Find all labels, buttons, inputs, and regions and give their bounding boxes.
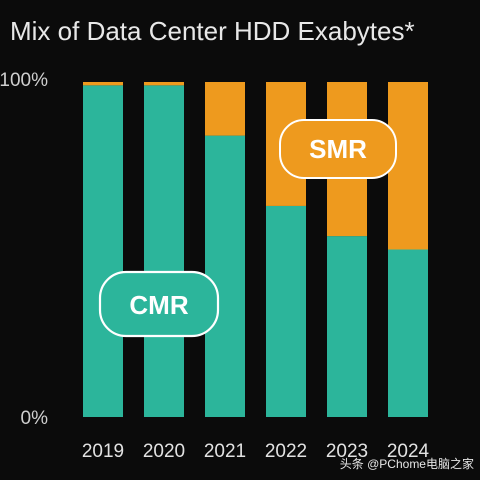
x-tick-2023: 2023: [326, 441, 368, 462]
bar-smr-2019: [83, 82, 123, 86]
bar-smr-2024: [388, 82, 428, 250]
smr-label-group: SMR: [279, 119, 397, 179]
cmr-label: CMR: [129, 290, 188, 320]
chart-title: Mix of Data Center HDD Exabytes*: [10, 16, 415, 46]
y-tick-0: 0%: [21, 408, 49, 429]
bar-cmr-2020: [144, 85, 184, 417]
x-tick-2021: 2021: [204, 441, 246, 462]
x-tick-2022: 2022: [265, 441, 307, 462]
bars-group: [83, 82, 428, 417]
smr-label-box: [279, 119, 397, 179]
x-tick-2019: 2019: [82, 441, 124, 462]
cmr-label-box: [98, 270, 220, 338]
bar-cmr-2024: [388, 249, 428, 417]
y-tick-100: 100%: [0, 70, 48, 91]
x-tick-2024: 2024: [387, 441, 430, 462]
smr-label: SMR: [309, 134, 367, 164]
watermark: 头条 @PChome电脑之家: [340, 456, 474, 471]
x-tick-2020: 2020: [143, 441, 185, 462]
bar-cmr-2023: [327, 236, 367, 417]
cmr-label-group: CMR: [98, 270, 220, 338]
bar-cmr-2021: [205, 135, 245, 417]
bar-cmr-2019: [83, 85, 123, 417]
bar-smr-2020: [144, 82, 184, 86]
x-tick-group: 2019 2020 2021 2022 2023 2024: [82, 441, 430, 462]
bar-cmr-2022: [266, 205, 306, 417]
bar-smr-2021: [205, 82, 245, 136]
